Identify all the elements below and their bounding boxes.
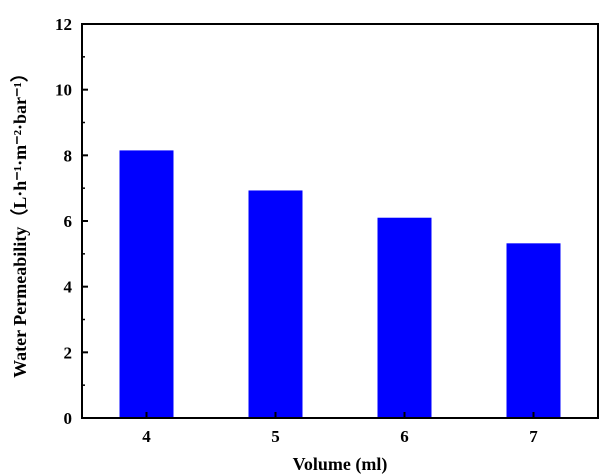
y-tick-label: 2 [64,343,73,362]
x-tick-label: 5 [271,427,280,446]
x-axis-title: Volume (ml) [293,454,388,475]
x-tick-label: 7 [529,427,538,446]
y-tick-label: 0 [64,409,73,428]
y-tick-label: 6 [64,212,73,231]
bar-4 [119,150,174,419]
y-tick-label: 12 [55,15,72,34]
y-tick-label: 8 [64,146,73,165]
y-axis-ticks: 0 2 4 6 8 10 12 [55,15,88,428]
x-axis-ticks: 4 5 6 7 [142,412,538,446]
bar-6 [377,217,432,418]
x-tick-label: 4 [142,427,151,446]
bar-5 [248,190,303,418]
y-tick-label: 4 [64,278,73,297]
y-tick-label: 10 [55,81,72,100]
y-axis-title: Water Permeability（L·h⁻¹·m⁻²·bar⁻¹） [10,64,30,378]
bar-7 [506,243,561,418]
x-tick-label: 6 [400,427,409,446]
bars-group [119,150,561,419]
